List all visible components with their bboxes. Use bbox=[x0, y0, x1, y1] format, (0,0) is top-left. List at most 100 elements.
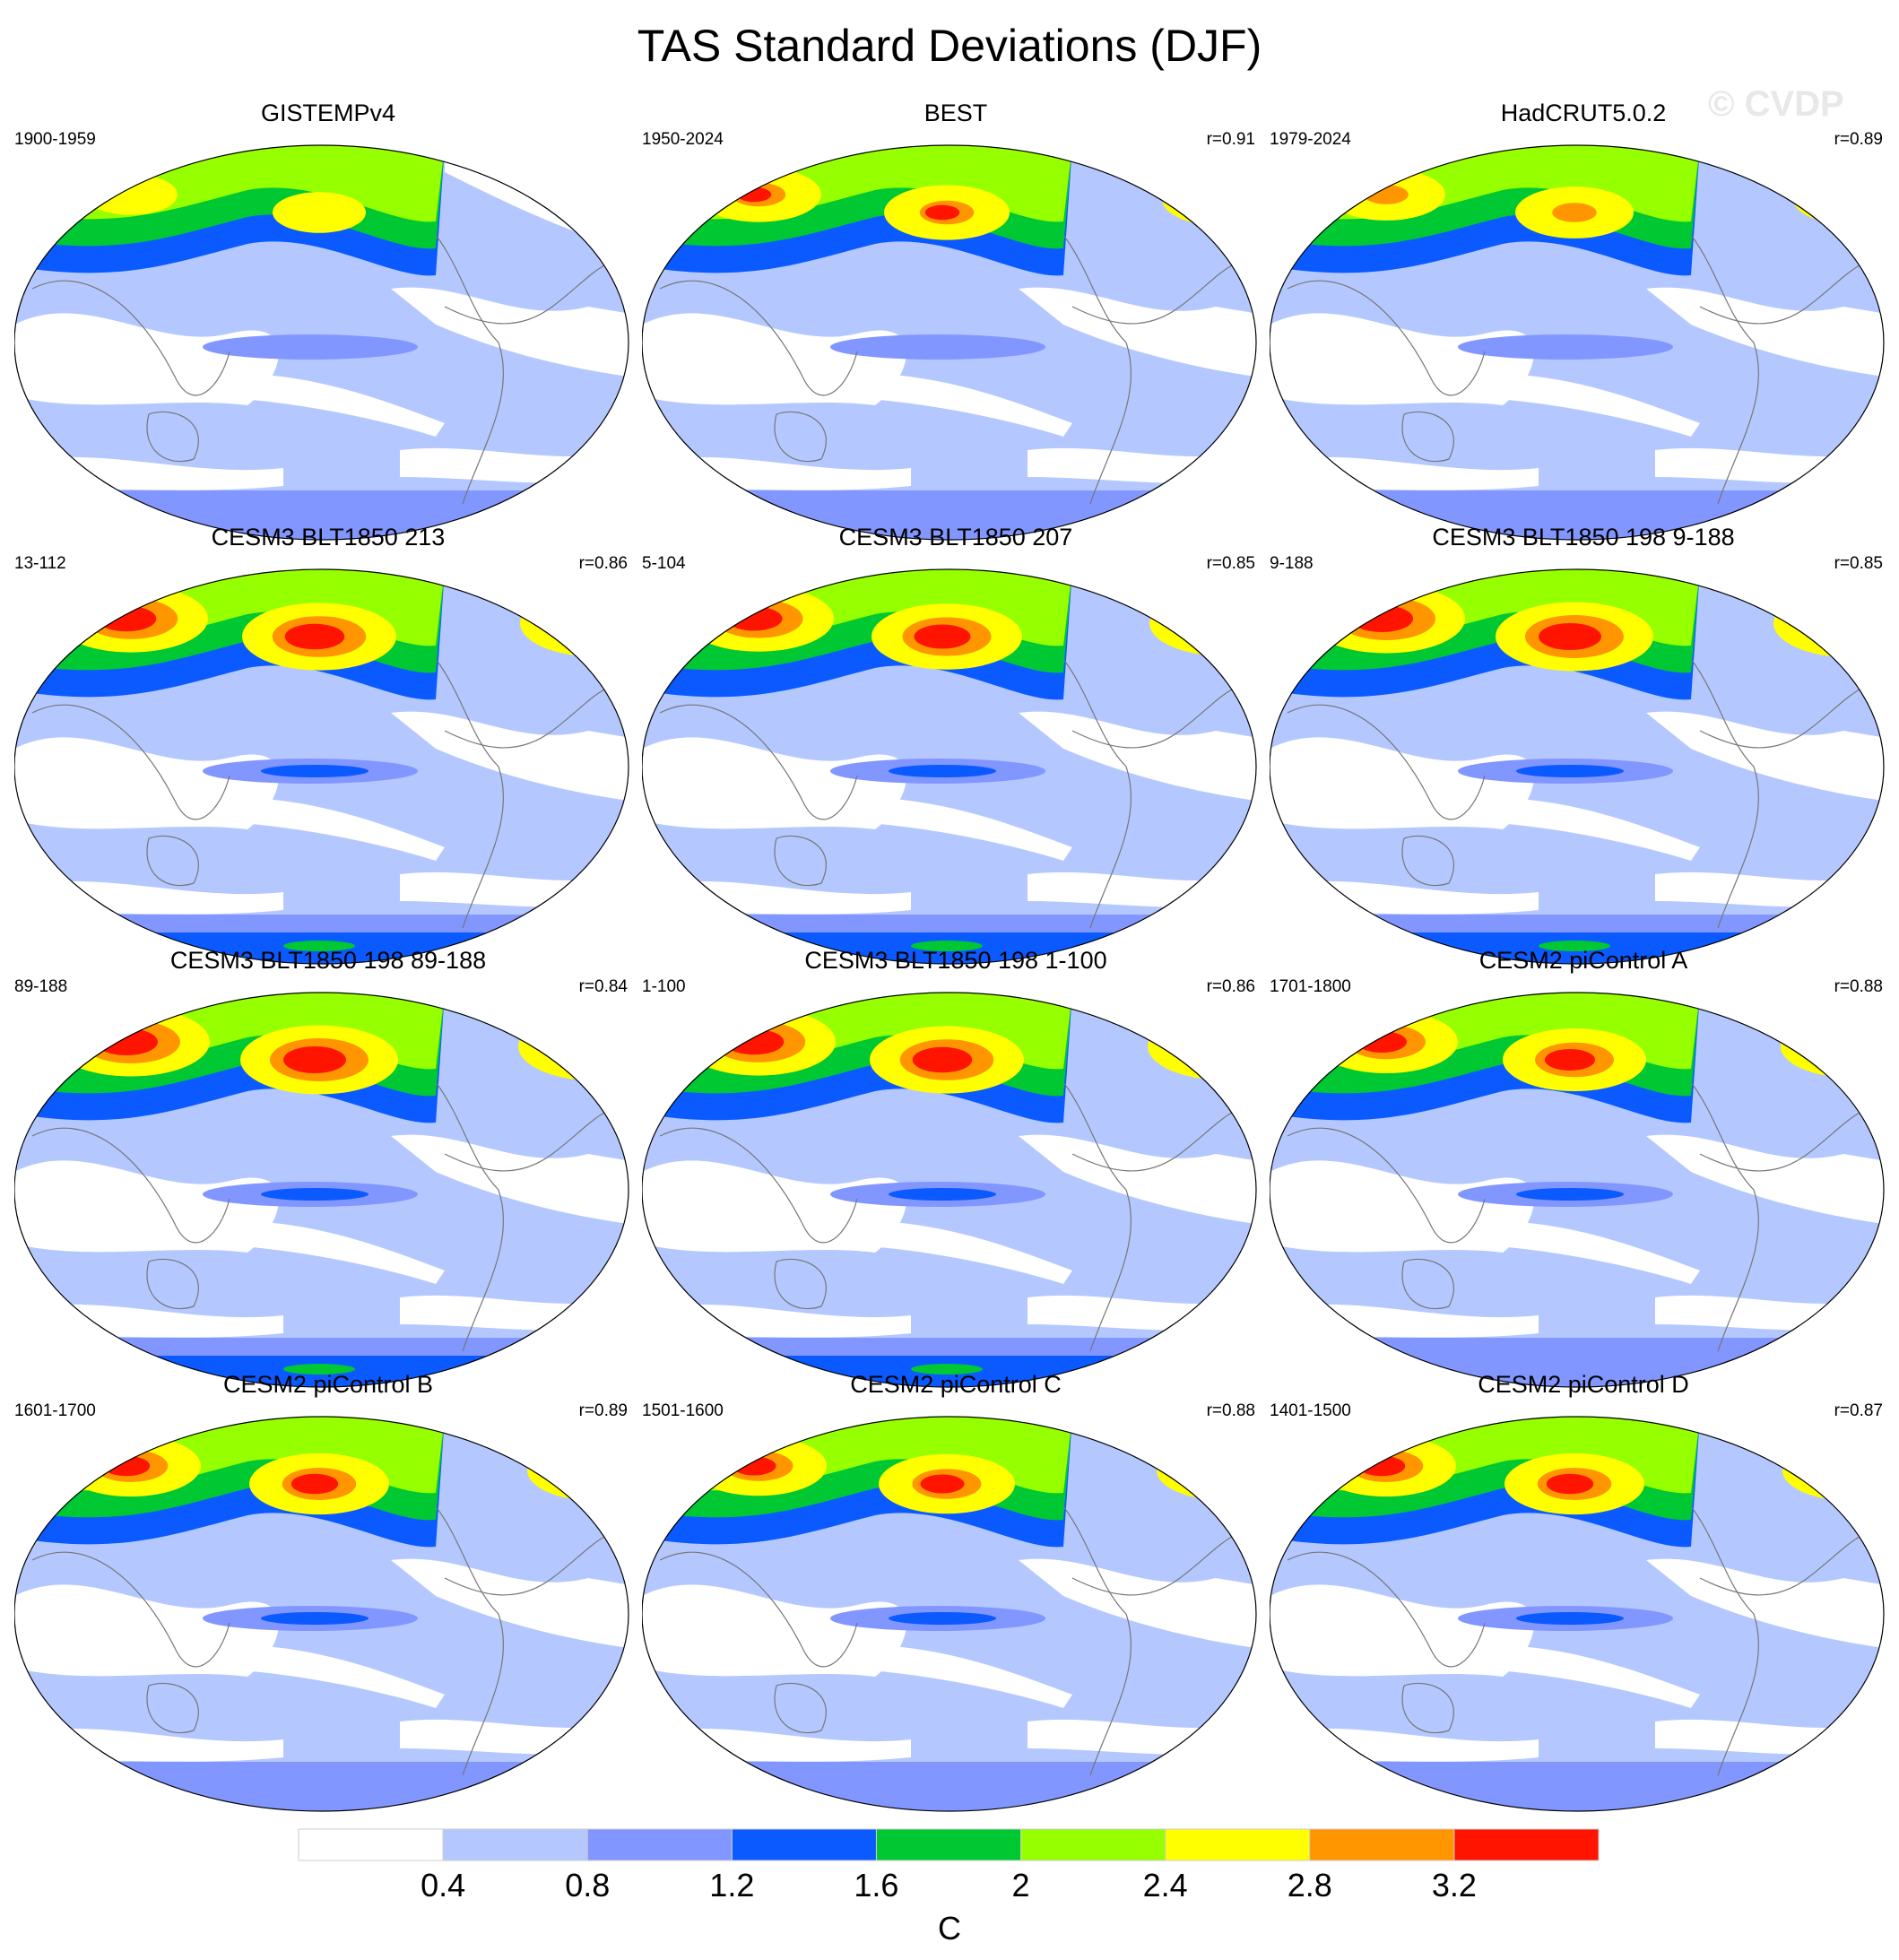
warm-centre-inner bbox=[1803, 602, 1884, 645]
coastline bbox=[659, 1551, 858, 1668]
equatorial-pacific-core bbox=[261, 1188, 369, 1201]
low-variability-band bbox=[803, 797, 1072, 861]
coastline bbox=[31, 704, 230, 820]
coastline bbox=[659, 704, 858, 820]
world-map bbox=[14, 992, 629, 1388]
coastline bbox=[1062, 658, 1132, 929]
panel-period: 89-188 bbox=[14, 977, 68, 996]
panel-title: CESM3 BLT1850 198 9-188 bbox=[1432, 524, 1735, 551]
panel-correlation: r=0.89 bbox=[578, 1401, 628, 1420]
warm-centre-inner bbox=[1190, 1455, 1256, 1486]
panel-title: CESM2 piControl A bbox=[1478, 947, 1688, 974]
colorbar-level: 2.4 bbox=[1142, 1867, 1188, 1904]
low-variability-band bbox=[803, 1644, 1072, 1708]
panel-correlation: r=0.89 bbox=[1834, 130, 1883, 149]
warm-centre-core bbox=[912, 1046, 973, 1073]
warm-centre-core bbox=[724, 1028, 785, 1055]
equatorial-pacific-core bbox=[889, 765, 996, 777]
coastline bbox=[659, 280, 858, 396]
map-panel: CESM3 BLT1850 198 9-188 9-188 r=0.85 bbox=[1270, 523, 1897, 965]
southern-band bbox=[1270, 1762, 1884, 1811]
southern-band bbox=[642, 1762, 1256, 1811]
panel-correlation: r=0.91 bbox=[1206, 130, 1255, 149]
warm-centre-inner bbox=[559, 1454, 629, 1487]
equatorial-pacific bbox=[1458, 334, 1673, 360]
warm-centre-core bbox=[562, 610, 623, 637]
panel-title: BEST bbox=[923, 100, 988, 126]
map-border bbox=[1270, 1416, 1885, 1812]
panel-title: CESM3 BLT1850 213 bbox=[211, 524, 446, 551]
world-map bbox=[1270, 992, 1885, 1388]
warm-centre-core bbox=[96, 605, 157, 632]
panel-period: 1501-1600 bbox=[642, 1401, 724, 1420]
panel-correlation: r=0.88 bbox=[1834, 977, 1883, 996]
warm-centre-core bbox=[736, 186, 772, 203]
colorbar-level: 2 bbox=[1011, 1867, 1030, 1904]
coastline bbox=[774, 1682, 827, 1734]
equatorial-pacific bbox=[830, 334, 1045, 360]
warm-centre-core bbox=[568, 1460, 617, 1481]
map-panel: CESM2 piControl D 1401-1500 r=0.87 bbox=[1270, 1370, 1897, 1812]
panel-title: CESM3 BLT1850 198 89-188 bbox=[169, 947, 487, 974]
low-variability-band bbox=[803, 373, 1072, 437]
equatorial-pacific-core bbox=[1516, 765, 1624, 777]
warm-centre bbox=[273, 192, 366, 233]
warm-centre-core bbox=[732, 1456, 776, 1476]
coastline bbox=[1287, 280, 1486, 396]
map-border bbox=[642, 568, 1257, 965]
coastline bbox=[146, 835, 199, 887]
panel-period: 1900-1959 bbox=[14, 130, 96, 149]
panel-correlation: r=0.85 bbox=[1206, 554, 1255, 573]
warm-centre-inner bbox=[1813, 1028, 1884, 1064]
world-map bbox=[14, 568, 629, 965]
coastline bbox=[1690, 1505, 1760, 1776]
warm-centre-core bbox=[283, 1046, 346, 1073]
map-panel: HadCRUT5.0.2 1979-2024 r=0.89 bbox=[1270, 99, 1897, 541]
warm-centre-core bbox=[1192, 611, 1249, 636]
warm-centre-core bbox=[914, 624, 971, 649]
southern-band bbox=[14, 1762, 629, 1811]
world-map bbox=[14, 144, 629, 541]
coastline bbox=[435, 1505, 505, 1776]
low-variability-band bbox=[1431, 797, 1700, 861]
coastline bbox=[1287, 704, 1486, 820]
coastline bbox=[146, 1258, 199, 1310]
map-border bbox=[1270, 568, 1885, 965]
warm-centre-core bbox=[95, 1028, 158, 1055]
equatorial-pacific-core bbox=[1516, 1188, 1624, 1201]
coastline bbox=[31, 1127, 230, 1244]
coastline bbox=[31, 1551, 230, 1668]
equatorial-pacific-core bbox=[889, 1612, 996, 1625]
low-variability-band bbox=[176, 797, 445, 861]
panel-period: 1401-1500 bbox=[1270, 1401, 1351, 1420]
map-border bbox=[642, 1416, 1257, 1812]
map-panel: CESM2 piControl C 1501-1600 r=0.88 bbox=[642, 1370, 1270, 1812]
warm-centre-inner bbox=[548, 1025, 629, 1068]
equatorial-pacific bbox=[203, 334, 418, 360]
map-border bbox=[642, 144, 1257, 541]
coastline bbox=[1287, 1551, 1486, 1668]
warm-centre-inner bbox=[1815, 1454, 1884, 1487]
panel-title: GISTEMPv4 bbox=[260, 100, 396, 126]
warm-centre-core bbox=[1202, 191, 1238, 207]
low-variability-band bbox=[176, 1220, 445, 1284]
coastline bbox=[146, 411, 199, 463]
antarctic-hotspot bbox=[283, 1364, 355, 1375]
coastline bbox=[1062, 1081, 1132, 1352]
panel-correlation: r=0.86 bbox=[1206, 977, 1255, 996]
warm-centre-core bbox=[1545, 1049, 1595, 1071]
watermark: © CVDP bbox=[1708, 84, 1844, 124]
colorbar-level: 0.4 bbox=[421, 1867, 466, 1904]
coastline bbox=[435, 1081, 505, 1352]
coastline bbox=[1062, 1505, 1132, 1776]
antarctic-hotspot bbox=[911, 1364, 983, 1375]
panel-period: 5-104 bbox=[642, 554, 686, 573]
warm-centre-inner bbox=[1197, 186, 1253, 212]
warm-centre-core bbox=[561, 1033, 624, 1060]
coastline bbox=[774, 835, 827, 887]
panel-correlation: r=0.88 bbox=[1206, 1401, 1255, 1420]
coastline bbox=[1401, 1682, 1454, 1734]
panel-title: CESM2 piControl C bbox=[850, 1371, 1062, 1398]
colorbar-level: 3.2 bbox=[1431, 1867, 1477, 1904]
warm-centre-core bbox=[924, 204, 960, 221]
